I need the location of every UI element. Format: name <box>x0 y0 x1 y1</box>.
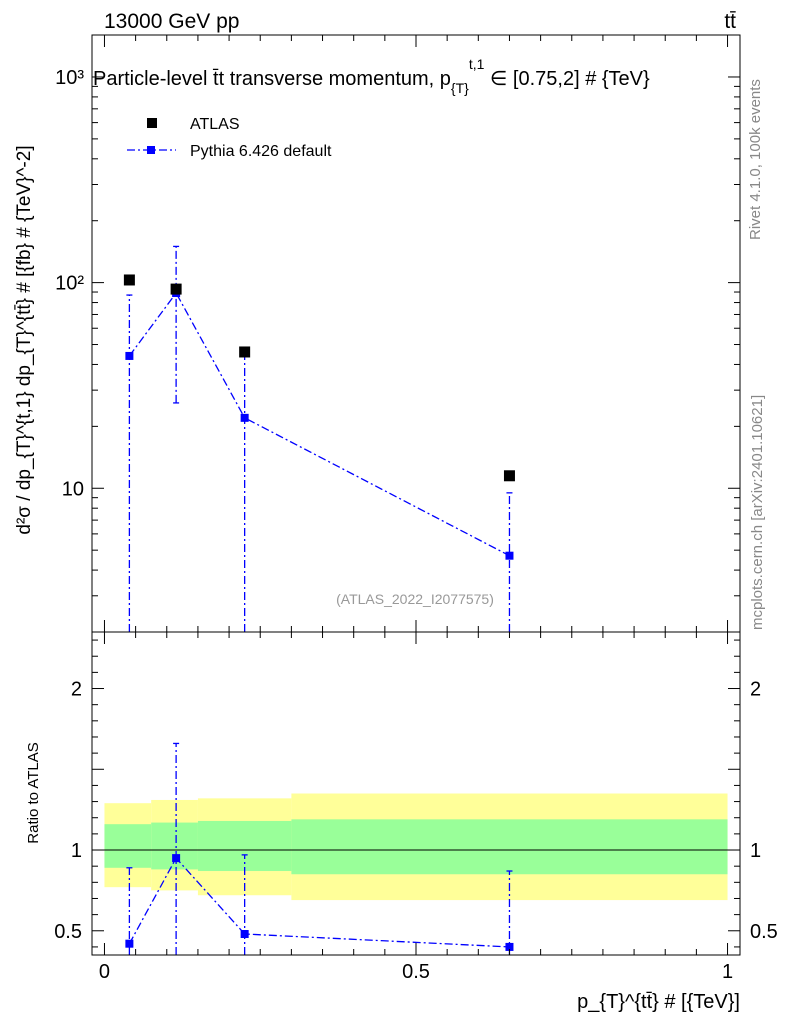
ratio-band-inner <box>151 822 198 870</box>
legend-mc-marker <box>147 146 155 154</box>
energy-label: 13000 GeV pp <box>104 10 239 33</box>
mc-line <box>128 291 510 557</box>
ratio-point <box>505 942 514 951</box>
x-axis-label: p_{T}^{tt̄} # [{TeV}] <box>577 991 740 1013</box>
ratio-y-tick-label: 2 <box>71 679 82 701</box>
atlas-point <box>170 283 182 295</box>
x-tick-label: 0.5 <box>402 961 430 983</box>
main-axis-ticks: 10 10² 10³ <box>55 35 740 633</box>
main-y-tick-label: 10² <box>55 273 84 295</box>
atlas-point <box>503 470 515 482</box>
ratio-point <box>125 939 134 948</box>
ratio-y-tick-label-right: 2 <box>750 679 761 701</box>
atlas-point <box>123 274 135 286</box>
ratio-uncertainty-bands <box>104 793 728 901</box>
ratio-y-tick-label-right: 0.5 <box>750 921 778 943</box>
ratio-y-tick-label: 0.5 <box>54 921 82 943</box>
ratio-y-tick-label: 1 <box>71 840 82 862</box>
mc-point <box>240 413 249 422</box>
ratio-line <box>128 856 510 948</box>
mc-point <box>125 351 134 360</box>
x-tick-label: 0 <box>99 961 110 983</box>
ratio-panel: 0.5 0.5 1 1 2 2 0 0.5 1 Ratio to ATLAS p_{T}^{tt… <box>25 631 778 1013</box>
ratio-band-inner <box>291 819 728 875</box>
main-title: Particle-level t̄t transverse momentum, … <box>93 56 650 96</box>
ratio-y-axis-label: Ratio to ATLAS <box>25 742 42 843</box>
main-series <box>123 245 515 632</box>
legend: ATLAS Pythia 6.426 default <box>127 116 332 160</box>
ratio-band-inner <box>104 824 152 868</box>
ratio-series <box>125 742 514 955</box>
main-panel: 10 10² 10³ Particle-level t̄t transverse m… <box>14 34 741 633</box>
ratio-y-tick-label-right: 1 <box>750 840 761 862</box>
analysis-watermark: (ATLAS_2022_I2077575) <box>336 591 494 607</box>
process-label: tt̄ <box>724 10 736 33</box>
legend-atlas-marker <box>147 118 157 128</box>
rivet-label: Rivet 4.1.0, 100k events <box>747 79 764 240</box>
atlas-point <box>239 346 251 358</box>
ratio-point <box>172 854 181 863</box>
main-y-tick-label: 10 <box>62 478 84 500</box>
mcplots-label: mcplots.cern.ch [arXiv:2401.10621] <box>749 395 766 630</box>
legend-mc-label: Pythia 6.426 default <box>190 143 332 160</box>
main-y-axis-label: d²σ / dp_{T}^{t,1} dp_{T}^{tt̄} # [{fb} … <box>14 145 35 534</box>
ratio-axis-ticks: 0.5 0.5 1 1 2 2 0 0.5 1 <box>54 632 778 983</box>
main-y-tick-label: 10³ <box>55 67 84 89</box>
mc-point <box>505 551 514 560</box>
legend-atlas-label: ATLAS <box>190 116 240 133</box>
ratio-point <box>240 930 249 939</box>
x-tick-label: 1 <box>722 961 733 983</box>
